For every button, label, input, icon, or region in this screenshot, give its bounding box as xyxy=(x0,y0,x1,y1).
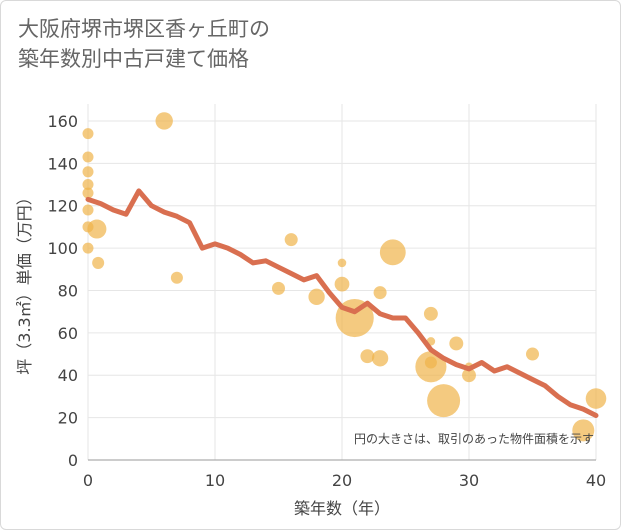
bubble-point xyxy=(427,384,461,418)
y-tick-labels: 0 20 40 60 80 100 120 140 160 xyxy=(47,112,78,470)
y-tick-label: 160 xyxy=(47,112,78,131)
y-tick-label: 0 xyxy=(68,451,78,470)
y-tick-label: 100 xyxy=(47,239,78,258)
bubble-point xyxy=(423,306,438,321)
chart-title: 大阪府堺市堺区香ヶ丘町の 築年数別中古戸建て価格 xyxy=(18,14,270,74)
y-tick-label: 140 xyxy=(47,154,78,173)
y-tick-label: 60 xyxy=(58,324,78,343)
y-tick-label: 20 xyxy=(58,409,78,428)
gridlines xyxy=(87,104,597,461)
x-tick-label: 20 xyxy=(332,471,352,490)
bubble-point xyxy=(284,233,298,247)
y-tick-label: 40 xyxy=(58,366,78,385)
bubble-point xyxy=(92,256,105,269)
bubble-point xyxy=(82,166,94,178)
bubble-size-note: 円の大きさは、取引のあった物件面積を示す xyxy=(354,431,594,446)
bubble-point xyxy=(82,151,94,163)
bubble-point xyxy=(155,112,173,130)
bubble-point xyxy=(82,187,94,199)
bubble-point xyxy=(360,349,375,364)
bubble-point xyxy=(525,347,540,361)
x-tick-label: 30 xyxy=(459,471,479,490)
bubble-point xyxy=(462,368,476,383)
bubble-point xyxy=(415,351,447,383)
x-tick-label: 40 xyxy=(586,471,606,490)
bubble-point xyxy=(373,286,387,300)
bubble-point xyxy=(334,276,350,292)
bubble-point xyxy=(572,419,595,442)
bubble-point xyxy=(170,271,183,284)
chart-title-line-1: 大阪府堺市堺区香ヶ丘町の xyxy=(18,17,270,41)
y-tick-label: 80 xyxy=(58,281,78,300)
x-tick-label: 10 xyxy=(205,471,225,490)
bubble-point xyxy=(585,388,607,409)
bubble-point xyxy=(379,239,406,266)
bubble-point xyxy=(82,242,94,254)
x-tick-label: 0 xyxy=(83,471,93,490)
bubble-point xyxy=(271,281,286,295)
x-tick-labels: 0 10 20 30 40 xyxy=(83,471,606,490)
bubble-point xyxy=(87,219,107,239)
bubble-series xyxy=(82,112,607,442)
bubble-point xyxy=(337,258,347,268)
bubble-point xyxy=(82,204,94,216)
trend-line xyxy=(85,188,599,418)
chart-title-line-2: 築年数別中古戸建て価格 xyxy=(18,47,249,71)
bubble-point xyxy=(449,336,464,351)
y-tick-label: 120 xyxy=(47,197,78,216)
bubble-point xyxy=(308,288,325,305)
x-axis-title: 築年数（年） xyxy=(294,499,390,518)
bubble-point xyxy=(371,350,389,367)
bubble-point xyxy=(82,179,94,191)
y-axis-title: 坪（3.3㎡）単価（万円） xyxy=(15,189,34,374)
bubble-point xyxy=(82,128,94,140)
